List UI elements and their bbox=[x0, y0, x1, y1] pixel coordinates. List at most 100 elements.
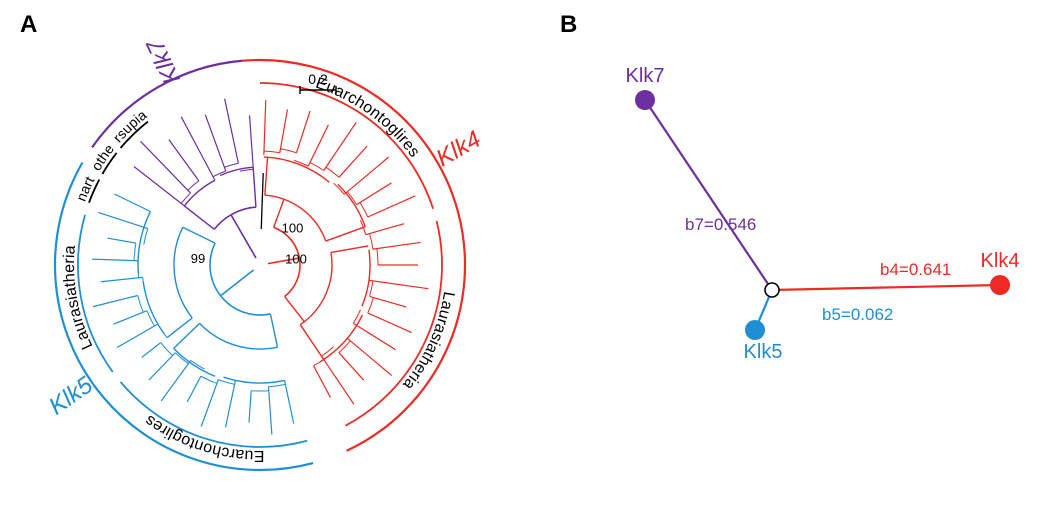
tree-branch bbox=[161, 343, 173, 356]
tree-branch bbox=[188, 181, 199, 190]
tree-branch bbox=[184, 180, 215, 206]
tree-tip bbox=[314, 366, 331, 398]
tree-branch bbox=[224, 163, 238, 167]
tree-branch bbox=[326, 167, 339, 177]
tree-branch bbox=[370, 234, 373, 250]
tree-tip bbox=[264, 100, 266, 155]
tree-tip bbox=[308, 125, 328, 166]
tree-branch bbox=[183, 227, 215, 243]
edge-label: b5=0.062 bbox=[822, 305, 893, 324]
tree-branch bbox=[347, 325, 356, 338]
tree-branch bbox=[339, 341, 350, 353]
tree-tip bbox=[93, 295, 138, 306]
tree-branch bbox=[134, 243, 136, 260]
tree-tip bbox=[107, 238, 136, 243]
edge-label: b7=0.546 bbox=[685, 215, 756, 234]
tree-tip bbox=[114, 311, 147, 324]
tree-branch bbox=[201, 376, 217, 383]
node-label-klk4: Klk4 bbox=[981, 250, 1020, 272]
tree-branch bbox=[338, 184, 365, 226]
tree-branch bbox=[240, 169, 253, 171]
node-center bbox=[765, 283, 779, 297]
tree-tip bbox=[142, 343, 161, 358]
tree-branch bbox=[285, 297, 305, 322]
tree-branch bbox=[144, 229, 148, 245]
tree-tip bbox=[149, 353, 175, 380]
tree-branch bbox=[147, 311, 154, 326]
tree-branch bbox=[181, 193, 190, 203]
tree-branch bbox=[200, 323, 278, 349]
tree-branch bbox=[370, 281, 373, 297]
tree-branch bbox=[360, 202, 368, 217]
tree-tip bbox=[92, 259, 138, 261]
tree-branch bbox=[204, 180, 215, 187]
tree-tip bbox=[339, 146, 367, 177]
bootstrap-value: 100 bbox=[282, 220, 304, 235]
tree-tip bbox=[368, 313, 412, 333]
tree-branch bbox=[175, 353, 188, 364]
tree-tip bbox=[161, 360, 190, 400]
tree-branch bbox=[174, 227, 192, 318]
edge-label: b4=0.641 bbox=[880, 260, 951, 279]
tree-tip bbox=[280, 109, 288, 152]
tree-tip bbox=[370, 296, 407, 306]
tree-branch bbox=[264, 151, 280, 153]
tree-branch bbox=[174, 323, 200, 348]
figure: AKlk4Klk5Klk7EuarchontogliresLaurasiathe… bbox=[0, 0, 1050, 508]
tree-branch bbox=[144, 212, 150, 228]
tree-tip bbox=[134, 166, 184, 205]
node-klk4 bbox=[990, 275, 1010, 295]
tree-tip bbox=[269, 387, 272, 435]
tree-tip bbox=[339, 353, 364, 380]
node-klk7 bbox=[635, 90, 655, 110]
node-label-klk5: Klk5 bbox=[744, 341, 783, 363]
node-label-klk7: Klk7 bbox=[626, 65, 665, 87]
tree-tip bbox=[98, 212, 147, 228]
taxon-label: Euarchontoglires bbox=[313, 75, 422, 161]
tree-tip bbox=[368, 196, 416, 217]
tree-tip bbox=[114, 194, 150, 212]
taxon-label: Xenarthra bbox=[0, 0, 97, 203]
tree-branch bbox=[224, 377, 285, 383]
tree-branch bbox=[184, 206, 214, 229]
clade-arc-klk5 bbox=[55, 163, 313, 471]
tree-tip bbox=[117, 324, 158, 348]
taxon-arc bbox=[345, 221, 442, 426]
tree-branch bbox=[253, 167, 256, 207]
edge-klk4-center bbox=[772, 285, 1000, 290]
tree-branch bbox=[214, 207, 256, 229]
tree-branch bbox=[138, 295, 143, 312]
tree-tip bbox=[366, 224, 404, 235]
tree-tip bbox=[296, 111, 310, 153]
tree-branch bbox=[268, 261, 282, 263]
tree-tip bbox=[141, 141, 191, 193]
taxon-label: Afrotheria bbox=[0, 0, 117, 173]
tree-branch bbox=[322, 347, 334, 356]
tree-branch bbox=[326, 227, 365, 241]
tree-branch bbox=[377, 249, 378, 265]
edge-klk7-center bbox=[645, 100, 772, 290]
tree-branch bbox=[210, 243, 270, 315]
tree-branch bbox=[280, 149, 296, 153]
tree-tip bbox=[101, 277, 143, 281]
tree-branch bbox=[368, 298, 374, 313]
tree-branch bbox=[231, 215, 249, 246]
tree-tip bbox=[225, 99, 239, 164]
tree-tip bbox=[205, 115, 226, 171]
clade-arc-klk4 bbox=[242, 60, 465, 451]
tree-tip bbox=[187, 376, 201, 402]
tree-branch bbox=[310, 163, 324, 171]
tree-tip bbox=[201, 380, 218, 427]
tree-tip bbox=[225, 380, 235, 427]
tree-branch bbox=[300, 325, 323, 360]
tree-branch bbox=[243, 270, 254, 279]
tree-branch bbox=[221, 279, 243, 296]
panel-a-label: A bbox=[20, 11, 37, 38]
tree-tip bbox=[357, 183, 392, 205]
clade-label-klk7: Klk7 bbox=[141, 33, 186, 88]
tree-tip bbox=[353, 323, 395, 349]
tree-branch bbox=[249, 246, 256, 258]
tree-tip bbox=[261, 173, 263, 229]
tree-branch bbox=[347, 192, 356, 205]
tree-branch bbox=[269, 384, 286, 386]
